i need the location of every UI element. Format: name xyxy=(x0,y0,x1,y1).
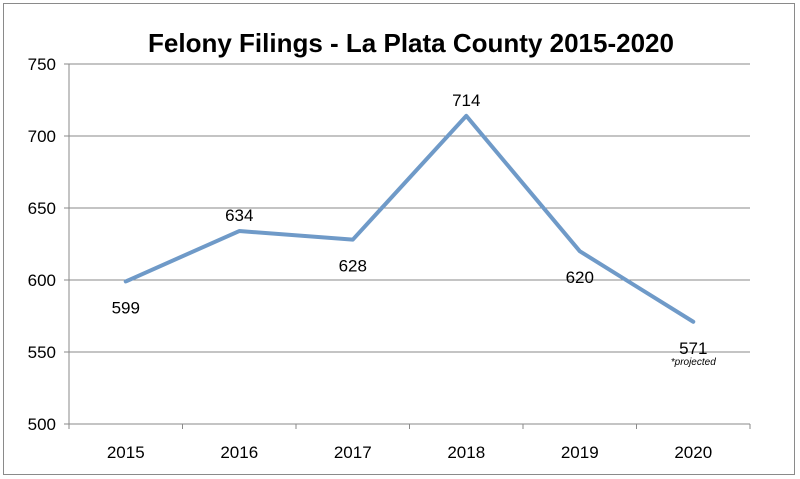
x-tick-label-2020: 2020 xyxy=(674,443,712,462)
chart-title: Felony Filings - La Plata County 2015-20… xyxy=(148,28,674,58)
data-label-2016: 634 xyxy=(225,206,253,225)
data-labels: 599 634 628 714 620 571 xyxy=(112,91,708,358)
y-tick-label-550: 550 xyxy=(28,343,56,362)
y-tick-label-500: 500 xyxy=(28,415,56,434)
projected-note: *projected xyxy=(671,357,716,368)
y-tick-label-650: 650 xyxy=(28,199,56,218)
gridlines xyxy=(69,63,750,353)
data-label-2017: 628 xyxy=(339,257,367,276)
y-tick-label-750: 750 xyxy=(28,55,56,74)
data-label-2019: 620 xyxy=(566,268,594,287)
y-axis-ticks: 500 550 600 650 700 750 xyxy=(28,55,56,434)
data-label-2020: 571 xyxy=(679,339,707,358)
x-tick-label-2015: 2015 xyxy=(107,443,145,462)
y-tick-label-600: 600 xyxy=(28,271,56,290)
data-label-2018: 714 xyxy=(452,91,480,110)
series-lines xyxy=(123,113,696,324)
series-line-0 xyxy=(123,113,696,324)
data-label-2015: 599 xyxy=(112,298,140,317)
x-tick-label-2018: 2018 xyxy=(447,443,485,462)
x-tick-label-2017: 2017 xyxy=(334,443,372,462)
axes xyxy=(64,63,751,429)
chart-frame xyxy=(3,3,795,475)
x-tick-label-2016: 2016 xyxy=(220,443,258,462)
y-tick-label-700: 700 xyxy=(28,127,56,146)
x-tick-label-2019: 2019 xyxy=(561,443,599,462)
x-axis-ticks: 2015 2016 2017 2018 2019 2020 xyxy=(107,443,712,462)
